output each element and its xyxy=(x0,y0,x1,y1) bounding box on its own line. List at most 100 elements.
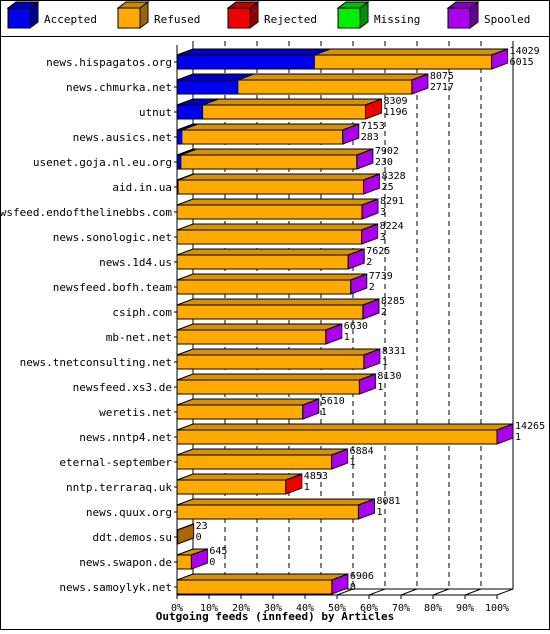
data-label-offered-nntp-terraraq-uk: 4853 xyxy=(304,471,328,482)
floor-tick-10 xyxy=(496,588,514,596)
bar-top-refused-mb-net-net xyxy=(176,323,342,331)
legend-swatch-rejected xyxy=(227,7,251,29)
y-tick-label-newsfeed-xs3-de: newsfeed.xs3.de xyxy=(73,381,172,394)
bar-top-refused-eternal-september xyxy=(176,448,348,456)
legend: Accepted Refused Rejected Missing Spooled xyxy=(0,1,550,37)
bar-top-refused-news-ausics-net xyxy=(181,123,359,131)
bar-end-cap-nntp-terraraq-uk xyxy=(285,473,303,495)
bar-refused-eternal-september xyxy=(176,454,333,470)
y-tick-label-news-chmurka-net: news.chmurka.net xyxy=(66,81,172,94)
data-label-offered-news-chmurka-net: 8075 xyxy=(430,71,454,82)
data-label-accepted-usenet-goja-nl-eu-org: 230 xyxy=(375,157,393,168)
bar-end-cap-news-ausics-net xyxy=(342,123,360,145)
data-label-accepted-utnut: 1196 xyxy=(383,107,407,118)
bar-end-cap-news-nntp4-net xyxy=(496,423,514,445)
bar-refused-newsfeed-endofthelinebbs-com xyxy=(176,204,363,220)
bar-accepted-news-hispagatos-org xyxy=(176,54,315,70)
data-label-accepted-newsfeed-bofh-team: 2 xyxy=(369,282,375,293)
legend-label-spooled: Spooled xyxy=(484,13,530,26)
y-tick-label-news-quux-org: news.quux.org xyxy=(86,506,172,519)
bar-top-refused-news-sonologic-net xyxy=(176,223,378,231)
bar-refused-mb-net-net xyxy=(176,329,327,345)
x-tick-label-9: 90% xyxy=(456,603,474,614)
y-tick-label-weretis-net: weretis.net xyxy=(99,406,172,419)
x-tick-label-8: 80% xyxy=(424,603,442,614)
data-label-offered-news-quux-org: 8081 xyxy=(376,496,400,507)
data-label-accepted-nntp-terraraq-uk: 1 xyxy=(304,482,310,493)
data-label-offered-utnut: 8309 xyxy=(383,96,407,107)
bar-refused-news-tnetconsulting-net xyxy=(176,354,365,370)
bar-top-refused-news-hispagatos-org xyxy=(314,48,508,56)
plot-area: 0% 10% 20% 30% 40% 50% 60% 70% 80% 90% 100% news.hi… xyxy=(0,41,545,614)
floor-tick-9 xyxy=(464,588,482,596)
x-tick-label-10: 100% xyxy=(485,603,509,614)
bar-accepted-usenet-goja-nl-eu-org xyxy=(176,154,182,170)
legend-label-rejected: Rejected xyxy=(264,13,317,26)
y-tick-label-news-nntp4-net: news.nntp4.net xyxy=(79,431,172,444)
data-label-offered-ddt-demos-su: 23 xyxy=(196,521,208,532)
x-tick-label-5: 50% xyxy=(328,603,346,614)
bar-refused-nntp-terraraq-uk xyxy=(176,479,287,495)
legend-swatch-top-rejected xyxy=(226,1,260,9)
floor-tick-7 xyxy=(400,588,418,596)
y-tick-label-news-sonologic-net: news.sonologic.net xyxy=(53,231,172,244)
legend-label-accepted: Accepted xyxy=(44,13,97,26)
data-label-accepted-csiph-com: 2 xyxy=(381,307,387,318)
y-tick-label-utnut: utnut xyxy=(139,106,172,119)
bar-top-refused-news-quux-org xyxy=(176,498,375,506)
bar-refused-csiph-com xyxy=(176,304,364,320)
legend-swatch-top-spooled xyxy=(446,1,480,9)
data-label-offered-weretis-net: 5610 xyxy=(321,396,345,407)
data-label-offered-news-hispagatos-org: 14029 xyxy=(510,46,540,57)
bar-end-cap-weretis-net xyxy=(302,398,320,420)
legend-swatch-top-accepted xyxy=(6,1,40,9)
bar-top-refused-news-tnetconsulting-net xyxy=(176,348,381,356)
y-tick-label-ddt-demos-su: ddt.demos.su xyxy=(93,531,172,544)
bar-end-cap-news-sonologic-net xyxy=(361,223,379,245)
bar-refused-weretis-net xyxy=(176,404,304,420)
y-tick-label-news-swapon-de: news.swapon.de xyxy=(79,556,172,569)
bar-end-cap-news-samoylyk-net xyxy=(331,573,349,595)
data-label-accepted-news-nntp4-net: 1 xyxy=(515,432,521,443)
y-tick-label-news-1d4-us: news.1d4.us xyxy=(99,256,172,269)
y-tick-label-usenet-goja-nl-eu-org: usenet.goja.nl.eu.org xyxy=(33,156,172,169)
x-axis-title: Outgoing feeds (innfeed) by Articles xyxy=(156,610,394,623)
bar-top-refused-news-nntp4-net xyxy=(176,423,514,431)
bar-refused-news-chmurka-net xyxy=(237,79,413,95)
data-label-offered-usenet-goja-nl-eu-org: 7902 xyxy=(375,146,399,157)
bar-end-cap-aid-in-ua xyxy=(363,173,381,195)
bar-refused-news-hispagatos-org xyxy=(313,54,493,70)
data-label-accepted-eternal-september: 1 xyxy=(350,457,356,468)
data-label-offered-news-swapon-de: 645 xyxy=(209,546,227,557)
legend-swatch-accepted xyxy=(7,7,31,29)
x-tick-label-4: 40% xyxy=(296,603,314,614)
data-label-accepted-news-hispagatos-org: 6015 xyxy=(510,57,534,68)
bar-top-refused-csiph-com xyxy=(176,298,380,306)
data-label-accepted-news-swapon-de: 0 xyxy=(209,557,215,568)
floor-tick-6 xyxy=(368,588,386,596)
legend-swatch-top-missing xyxy=(336,1,370,9)
bar-end-cap-news-1d4-us xyxy=(347,248,365,270)
bar-top-refused-nntp-terraraq-uk xyxy=(176,473,302,481)
bar-refused-news-swapon-de xyxy=(176,554,192,570)
data-label-accepted-news-ausics-net: 283 xyxy=(361,132,379,143)
bar-end-cap-news-tnetconsulting-net xyxy=(363,348,381,370)
y-tick-label-eternal-september: eternal-september xyxy=(59,456,172,469)
bar-refused-utnut xyxy=(202,104,366,120)
bar-top-refused-news-chmurka-net xyxy=(237,73,429,81)
data-label-offered-newsfeed-xs3-de: 8130 xyxy=(377,371,401,382)
data-label-accepted-news-tnetconsulting-net: 1 xyxy=(382,357,388,368)
bar-top-refused-usenet-goja-nl-eu-org xyxy=(180,148,374,156)
data-label-offered-mb-net-net: 6630 xyxy=(344,321,368,332)
x-tick-label-0: 0% xyxy=(171,603,183,614)
bar-top-accepted-news-hispagatos-org xyxy=(176,48,331,56)
data-label-offered-news-1d4-us: 7625 xyxy=(366,246,390,257)
legend-swatch-refused xyxy=(117,7,141,29)
bar-top-refused-news-1d4-us xyxy=(176,248,365,256)
data-label-offered-csiph-com: 8285 xyxy=(381,296,405,307)
x-tick-label-7: 70% xyxy=(392,603,410,614)
legend-label-refused: Refused xyxy=(154,13,200,26)
bar-top-refused-weretis-net xyxy=(176,398,319,406)
y-tick-label-news-ausics-net: news.ausics.net xyxy=(73,131,172,144)
